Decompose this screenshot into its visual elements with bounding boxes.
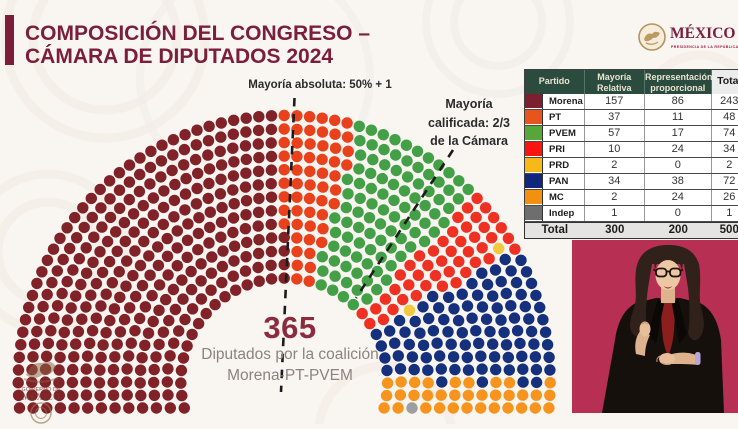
svg-text:MÉXICO: MÉXICO bbox=[22, 392, 60, 402]
svg-text:GOBIERNO DE: GOBIERNO DE bbox=[21, 387, 60, 393]
